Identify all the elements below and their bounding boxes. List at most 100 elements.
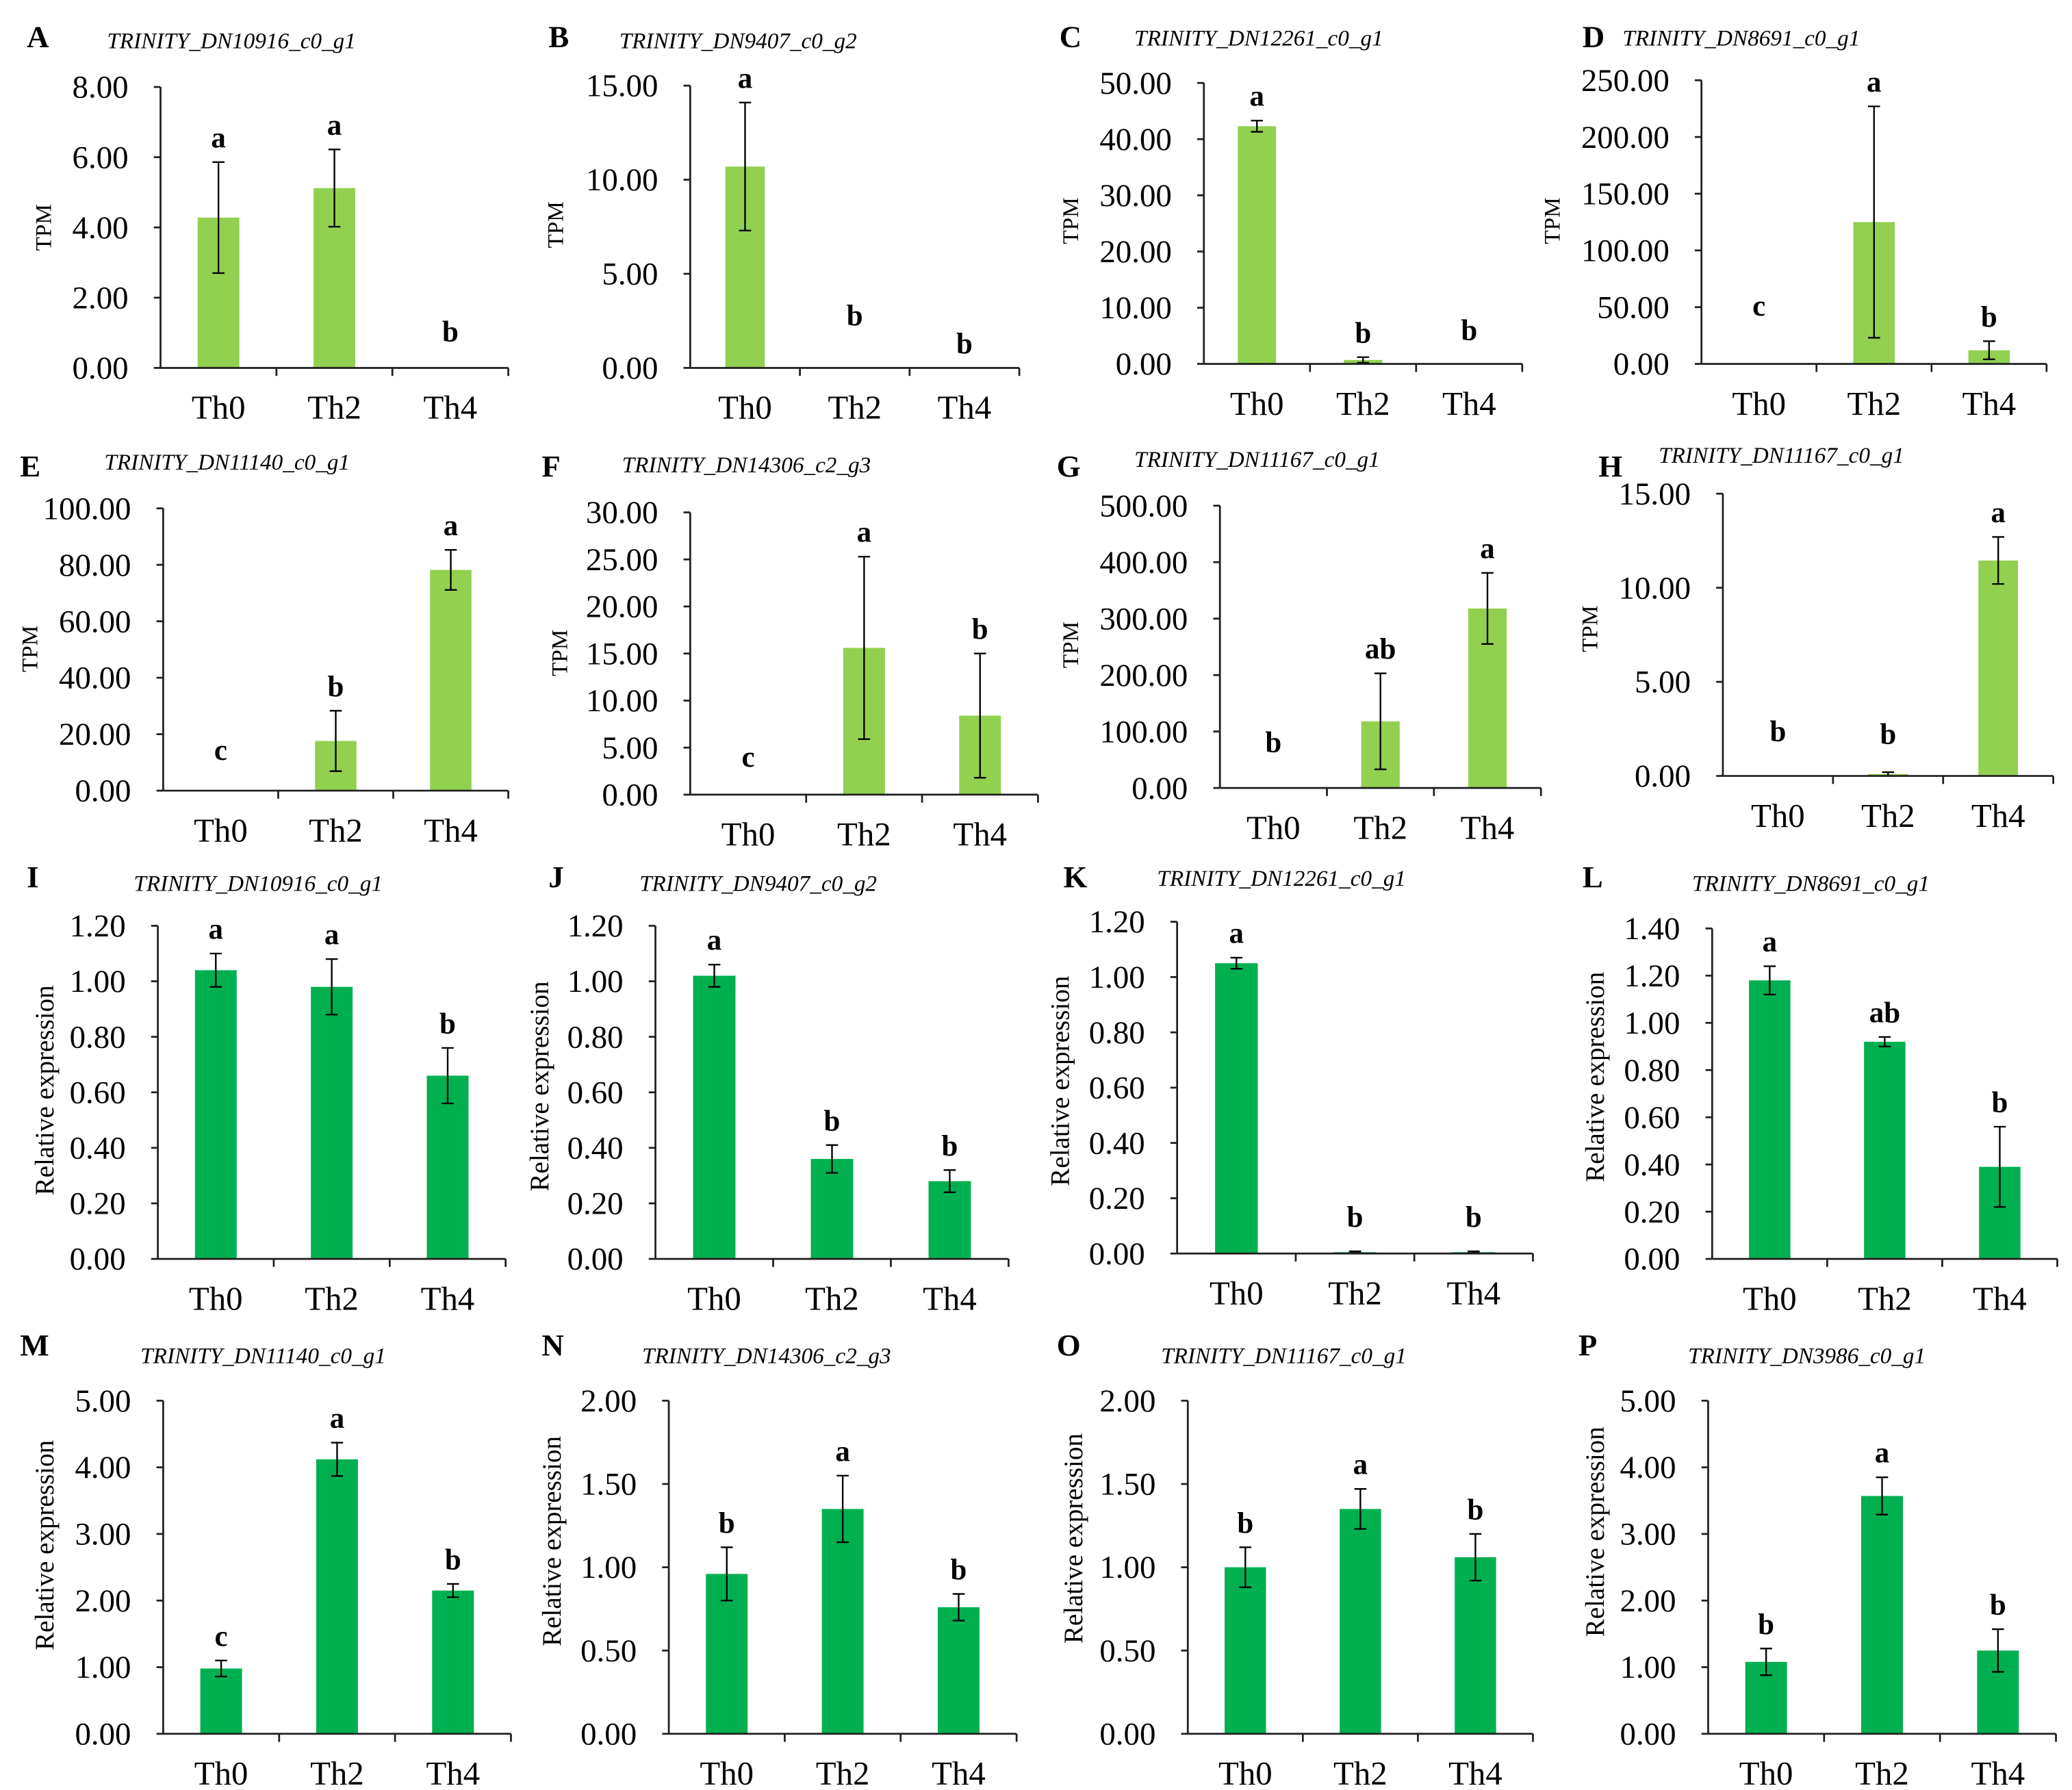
significance-letter: c (741, 741, 754, 773)
significance-letter: a (209, 914, 223, 946)
y-tick-label: 4.00 (75, 1450, 131, 1485)
significance-letter: c (214, 734, 227, 767)
x-tick-label: Th2 (309, 811, 363, 849)
y-tick-label: 1.00 (1624, 1006, 1680, 1041)
panel-title: TRINITY_DN14306_c2_g3 (642, 1344, 891, 1369)
y-tick-label: 1.20 (567, 908, 624, 944)
y-axis-label: Relative expression (1059, 1433, 1088, 1644)
error-bar (1251, 119, 1264, 133)
panel-j: J TRINITY_DN9407_c0_g2 Relative expression… (525, 860, 1010, 1317)
y-tick-label: 0.40 (70, 1131, 126, 1166)
significance-letter: ab (1869, 997, 1900, 1029)
y-axis-label: TPM (31, 204, 56, 251)
panel-letter: B (548, 19, 569, 53)
y-tick-label: 400.00 (1099, 545, 1188, 580)
x-tick-label: Th0 (1751, 797, 1805, 834)
y-tick-label: 500.00 (1099, 488, 1188, 524)
significance-letter: a (1867, 66, 1881, 99)
error-bar (836, 1474, 849, 1544)
bar-th0 (1215, 963, 1258, 1254)
x-tick-label: Th0 (192, 389, 246, 426)
y-tick-label: 3.00 (75, 1517, 131, 1552)
error-bar (325, 958, 338, 1016)
error-bar (1763, 965, 1776, 996)
panel-title: TRINITY_DN11167_c0_g1 (1659, 443, 1904, 468)
x-tick-label: Th2 (1855, 1754, 1909, 1790)
error-bar (444, 549, 457, 591)
y-tick-label: 100.00 (1581, 233, 1670, 268)
panel-letter: I (27, 860, 38, 894)
panel-letter: J (548, 860, 563, 894)
y-tick-label: 200.00 (1581, 120, 1670, 155)
error-bar (1374, 672, 1387, 771)
error-bar (943, 1169, 956, 1193)
y-tick-label: 5.00 (602, 730, 658, 766)
error-bar (1878, 1036, 1891, 1047)
panel-title: TRINITY_DN12261_c0_g1 (1134, 25, 1383, 51)
significance-letter: b (847, 300, 863, 332)
y-tick-label: 0.00 (1635, 758, 1691, 794)
x-tick-label: Th0 (721, 815, 776, 853)
error-bar (215, 1659, 227, 1678)
significance-letter: b (1355, 317, 1371, 349)
y-tick-label: 5.00 (1620, 1383, 1676, 1419)
y-tick-label: 0.00 (70, 1242, 126, 1277)
x-tick-label: Th2 (828, 389, 882, 426)
x-tick-label: Th4 (421, 1279, 475, 1317)
y-tick-label: 5.00 (75, 1383, 131, 1419)
panel-title: TRINITY_DN12261_c0_g1 (1157, 866, 1406, 891)
panel-letter: H (1598, 449, 1622, 483)
panel-letter: M (20, 1328, 49, 1362)
y-axis-label: TPM (543, 201, 569, 248)
x-tick-label: Th0 (194, 1754, 248, 1790)
x-tick-label: Th0 (1732, 385, 1786, 422)
significance-letter: a (1229, 918, 1244, 950)
bar-th2 (1340, 1509, 1381, 1734)
significance-letter: b (1347, 1201, 1364, 1233)
y-tick-label: 0.50 (1099, 1633, 1155, 1669)
error-bar (1992, 1628, 2004, 1673)
x-tick-label: Th2 (1847, 385, 1901, 422)
bar-th4 (432, 1590, 474, 1734)
x-tick-label: Th4 (1973, 1279, 2027, 1317)
significance-letter: b (956, 328, 973, 360)
panel-title: TRINITY_DN9407_c0_g2 (619, 28, 857, 53)
panel-d: D TRINITY_DN8691_c0_g1 TPM 0.00 50.00 100.00 1… (1540, 19, 2048, 422)
x-tick-label: Th2 (1858, 1279, 1912, 1317)
error-bar (1354, 1488, 1367, 1530)
panel-title: TRINITY_DN11167_c0_g1 (1161, 1344, 1407, 1369)
y-tick-label: 80.00 (59, 548, 131, 583)
y-tick-label: 0.00 (602, 778, 658, 813)
y-tick-label: 0.40 (567, 1131, 624, 1166)
bar-th0 (693, 975, 736, 1260)
y-tick-label: 20.00 (586, 589, 658, 625)
bar-th4 (426, 1075, 469, 1260)
y-tick-label: 0.20 (1624, 1194, 1680, 1230)
y-tick-label: 0.40 (1089, 1125, 1145, 1161)
significance-letter: a (738, 62, 752, 94)
panel-g: G TRINITY_DN11167_c0_g1 TPM 0.00 100.00 200.0… (1057, 447, 1542, 846)
panel-title: TRINITY_DN3986_c0_g1 (1688, 1344, 1926, 1369)
x-tick-label: Th2 (1328, 1275, 1382, 1312)
panel-b: B TRINITY_DN9407_c0_g2 TPM 0.00 5.00 10.00 15.… (543, 19, 1021, 426)
x-tick-label: Th0 (1210, 1275, 1264, 1312)
bar-th4 (1455, 1557, 1496, 1734)
x-tick-label: Th2 (1333, 1754, 1387, 1790)
y-tick-label: 0.00 (75, 773, 131, 809)
panel-title: TRINITY_DN8691_c0_g1 (1622, 25, 1860, 51)
y-tick-label: 5.00 (602, 257, 658, 292)
bar-th2 (311, 986, 353, 1260)
panel-letter: D (1583, 19, 1604, 53)
y-tick-label: 20.00 (59, 717, 131, 752)
panel-h: H TRINITY_DN11167_c0_g1 TPM 0.00 5.00 10.00 15… (1577, 443, 2055, 834)
x-tick-label: Th4 (1971, 797, 2025, 834)
significance-letter: a (835, 1435, 849, 1468)
significance-letter: b (1461, 314, 1477, 346)
y-tick-label: 1.50 (1099, 1467, 1155, 1503)
y-tick-label: 1.20 (1089, 904, 1145, 940)
y-tick-label: 150.00 (1581, 177, 1670, 212)
x-tick-label: Th4 (1962, 385, 2017, 422)
significance-letter: b (328, 671, 344, 703)
x-tick-label: Th4 (1442, 385, 1496, 422)
